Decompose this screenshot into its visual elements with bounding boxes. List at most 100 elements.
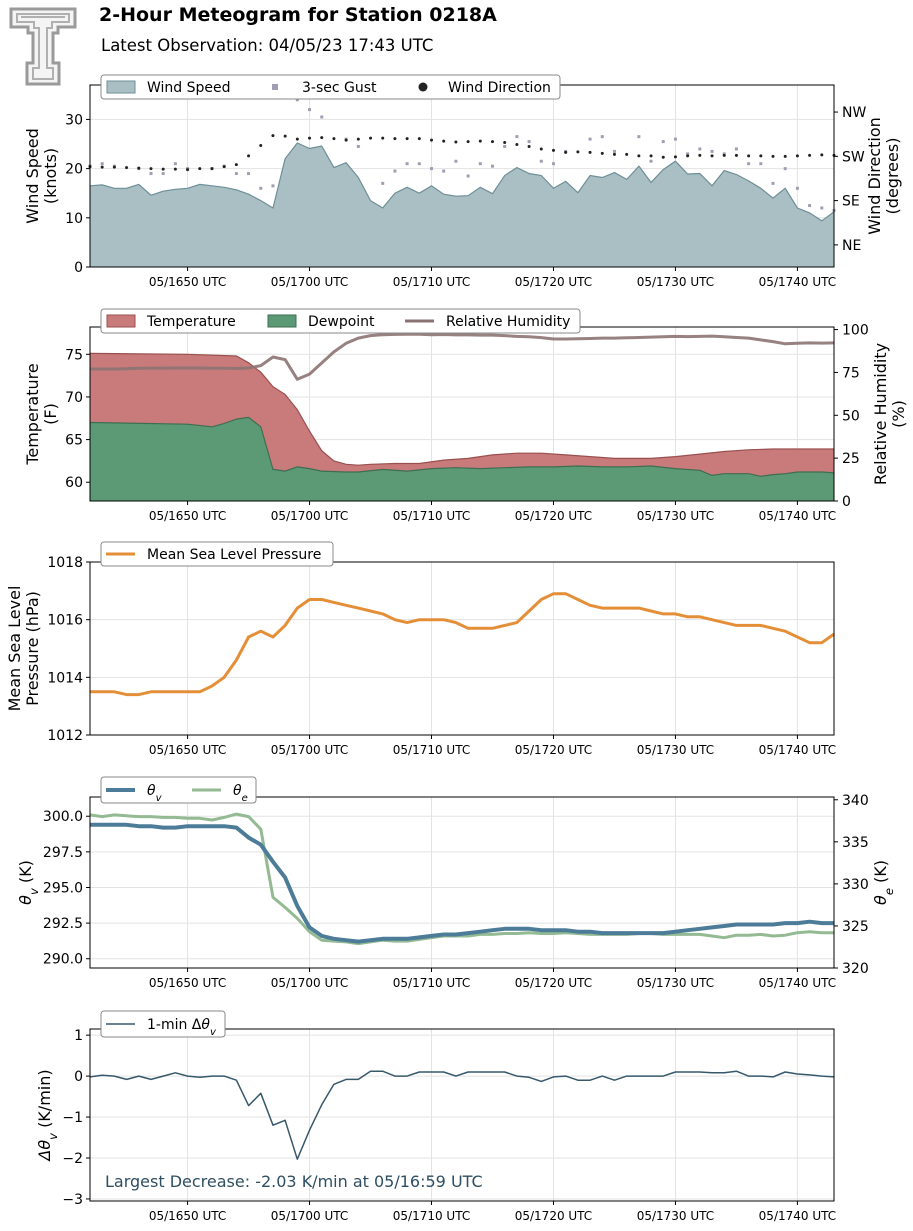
legend-direction-label: Wind Direction xyxy=(448,80,551,96)
gust-point xyxy=(308,108,312,112)
gust-point xyxy=(356,144,360,148)
gust-point xyxy=(673,137,677,141)
legend-temperature-label: Temperature xyxy=(146,314,236,330)
x-tick-label: 05/1650 UTC xyxy=(149,743,226,757)
gust-point xyxy=(661,140,665,144)
direction-point xyxy=(698,153,702,157)
legend-box xyxy=(100,74,561,100)
direction-point xyxy=(710,154,714,158)
legend-relative-humidity-label: Relative Humidity xyxy=(446,314,570,330)
page-subtitle: Latest Observation: 04/05/23 17:43 UTC xyxy=(101,36,434,55)
legend-box xyxy=(100,541,334,567)
y2-tick-label: 50 xyxy=(842,408,860,424)
direction-point xyxy=(661,155,665,159)
gust-point xyxy=(161,172,165,176)
temperature-panel: 05/1650 UTC 05/1700 UTC 05/1710 UTC 05/1720… xyxy=(23,308,908,523)
y2-tick-label: 25 xyxy=(842,451,860,467)
y-tick-label: 297.5 xyxy=(43,845,83,861)
y2-tick-label: 100 xyxy=(842,323,869,339)
x-tick-label: 05/1720 UTC xyxy=(515,1209,592,1223)
y-tick-label: 75 xyxy=(65,347,83,363)
y2-tick-label: 335 xyxy=(842,835,869,851)
dewpoint-line xyxy=(89,416,835,477)
x-tick-label: 05/1700 UTC xyxy=(271,509,348,523)
x-tick-label: 05/1730 UTC xyxy=(637,1209,714,1223)
y-tick-label: 1012 xyxy=(47,728,83,744)
gust-point xyxy=(173,162,177,166)
x-tick-label: 05/1700 UTC xyxy=(271,275,348,289)
direction-point xyxy=(210,167,214,171)
direction-point xyxy=(186,168,190,172)
delta-theta-axis-label: Δθv (K/min) xyxy=(35,1069,60,1162)
direction-point xyxy=(478,139,482,143)
direction-point xyxy=(637,154,641,158)
direction-point xyxy=(356,137,360,141)
direction-point xyxy=(430,138,434,142)
x-tick-label: 05/1650 UTC xyxy=(149,275,226,289)
wind-panel: 05/1650 UTC 05/1700 UTC 05/1710 UTC 05/1720… xyxy=(23,74,902,289)
plot-frame xyxy=(89,561,835,736)
y-tick-label: 1018 xyxy=(47,555,83,571)
x-tick-label: 05/1740 UTC xyxy=(759,275,836,289)
legend-gust-swatch xyxy=(272,84,278,90)
y-tick-label: 1 xyxy=(74,1028,83,1044)
direction-point xyxy=(344,138,348,142)
gust-point xyxy=(808,204,812,208)
y2-tick-label: 340 xyxy=(842,793,869,809)
direction-point xyxy=(295,137,299,141)
direction-point xyxy=(369,136,373,140)
direction-point xyxy=(759,154,763,158)
gust-point xyxy=(295,98,299,102)
y2-tick-label: SE xyxy=(842,194,860,210)
largest-decrease-annotation: Largest Decrease: -2.03 K/min at 05/16:5… xyxy=(105,1172,483,1191)
y-tick-label: 10 xyxy=(65,211,83,227)
y2-tick-label: 320 xyxy=(842,961,869,977)
theta-v-line xyxy=(90,822,834,944)
legend-dewpoint-swatch xyxy=(267,314,297,328)
y-tick-label: −2 xyxy=(62,1151,83,1167)
x-tick-label: 05/1710 UTC xyxy=(393,976,470,990)
legend-box xyxy=(100,308,581,334)
gust-point xyxy=(539,159,543,163)
x-tick-label: 05/1730 UTC xyxy=(637,275,714,289)
direction-point xyxy=(222,165,226,169)
direction-point xyxy=(100,165,104,169)
y-tick-label: 1014 xyxy=(47,670,83,686)
direction-point xyxy=(771,154,775,158)
y-tick-label: 292.5 xyxy=(43,916,83,932)
x-tick-label: 05/1730 UTC xyxy=(637,509,714,523)
y2-tick-label: 325 xyxy=(842,919,869,935)
x-tick-label: 05/1650 UTC xyxy=(149,1209,226,1223)
direction-point xyxy=(551,148,555,152)
direction-point xyxy=(625,152,629,156)
y2-tick-label: 330 xyxy=(842,877,869,893)
gust-point xyxy=(686,152,690,156)
legend-direction-swatch xyxy=(418,82,428,92)
x-tick-label: 05/1700 UTC xyxy=(271,976,348,990)
page-title: 2-Hour Meteogram for Station 0218A xyxy=(99,4,497,26)
gust-point xyxy=(783,167,787,171)
gust-point xyxy=(149,172,153,176)
direction-point xyxy=(747,154,751,158)
direction-point xyxy=(308,136,312,140)
direction-point xyxy=(125,166,129,170)
x-tick-label: 05/1720 UTC xyxy=(515,275,592,289)
gust-point xyxy=(734,147,738,151)
gust-point xyxy=(234,172,238,176)
wind-speed-area xyxy=(90,143,834,267)
theta-panel: 05/1650 UTC 05/1700 UTC 05/1710 UTC 05/1720… xyxy=(16,776,896,990)
direction-point xyxy=(783,154,787,158)
legend-theta-v-label: θv xyxy=(147,783,163,804)
direction-point xyxy=(137,166,141,170)
direction-point xyxy=(271,134,275,138)
y-tick-label: 20 xyxy=(65,162,83,178)
relative-humidity-line xyxy=(90,332,835,381)
direction-point xyxy=(381,136,385,140)
direction-point xyxy=(515,143,519,147)
direction-point xyxy=(161,167,165,171)
direction-point xyxy=(259,144,263,148)
pressure-panel: 05/1650 UTC 05/1700 UTC 05/1710 UTC 05/1720… xyxy=(5,541,836,757)
direction-point xyxy=(795,154,799,158)
direction-point xyxy=(320,136,324,140)
y2-tick-label: 0 xyxy=(842,494,851,510)
